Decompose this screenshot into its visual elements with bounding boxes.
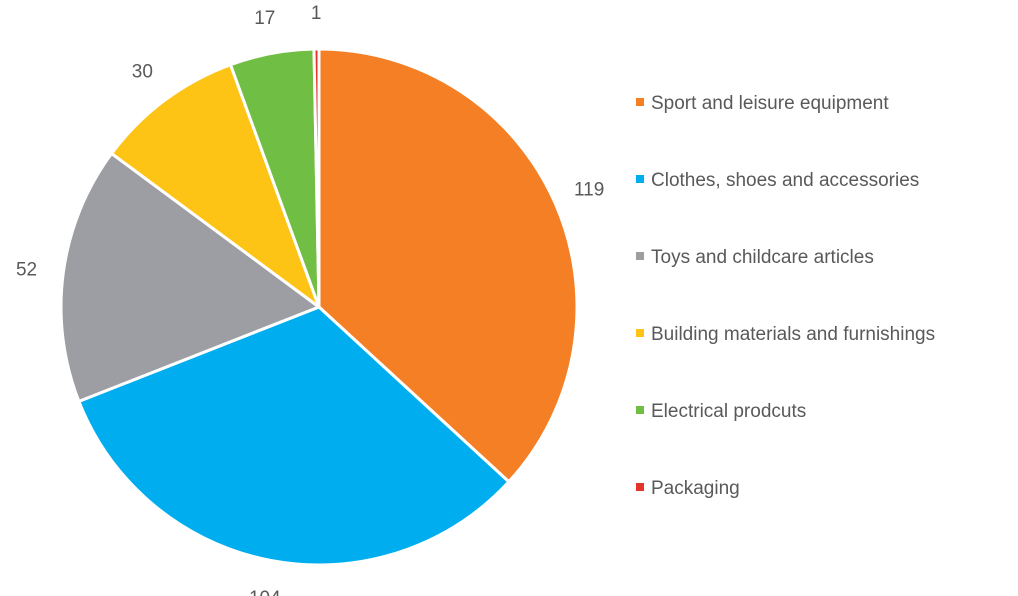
legend-label-electrical-prodcuts: Electrical prodcuts [651, 401, 806, 422]
pie-slice-building-materials-and-furnishings [110, 63, 321, 309]
legend-label-toys-and-childcare-articles: Toys and childcare articles [651, 247, 874, 268]
data-label-building-materials-and-furnishings: 30 [132, 62, 153, 83]
pie-slice-sport-and-leisure-equipment [317, 47, 579, 484]
legend-label-sport-and-leisure-equipment: Sport and leisure equipment [651, 93, 889, 114]
pie-slices [59, 47, 579, 567]
data-label-electrical-prodcuts: 17 [254, 8, 275, 29]
legend-swatch-sport-and-leisure-equipment [636, 98, 644, 106]
data-label-sport-and-leisure-equipment: 119 [574, 179, 604, 200]
data-label-clothes-shoes-and-accessories: 104 [249, 588, 281, 596]
legend-swatch-clothes-shoes-and-accessories [636, 175, 644, 183]
legend-swatch-building-materials-and-furnishings [636, 329, 644, 337]
legend-label-clothes-shoes-and-accessories: Clothes, shoes and accessories [651, 170, 919, 191]
legend-swatch-electrical-prodcuts [636, 406, 644, 414]
legend: Sport and leisure equipment Clothes, shoe… [636, 93, 935, 499]
data-label-packaging: 1 [311, 3, 322, 24]
legend-label-packaging: Packaging [651, 478, 740, 499]
pie-slice-clothes-shoes-and-accessories [77, 305, 511, 567]
data-labels: 119 104 52 30 17 1 [16, 3, 604, 596]
pie-slice-toys-and-childcare-articles [59, 152, 321, 403]
pie-slice-packaging [312, 47, 321, 309]
legend-swatch-toys-and-childcare-articles [636, 252, 644, 260]
data-label-toys-and-childcare-articles: 52 [16, 259, 37, 280]
legend-swatch-packaging [636, 483, 644, 491]
legend-label-building-materials-and-furnishings: Building materials and furnishings [651, 324, 935, 345]
